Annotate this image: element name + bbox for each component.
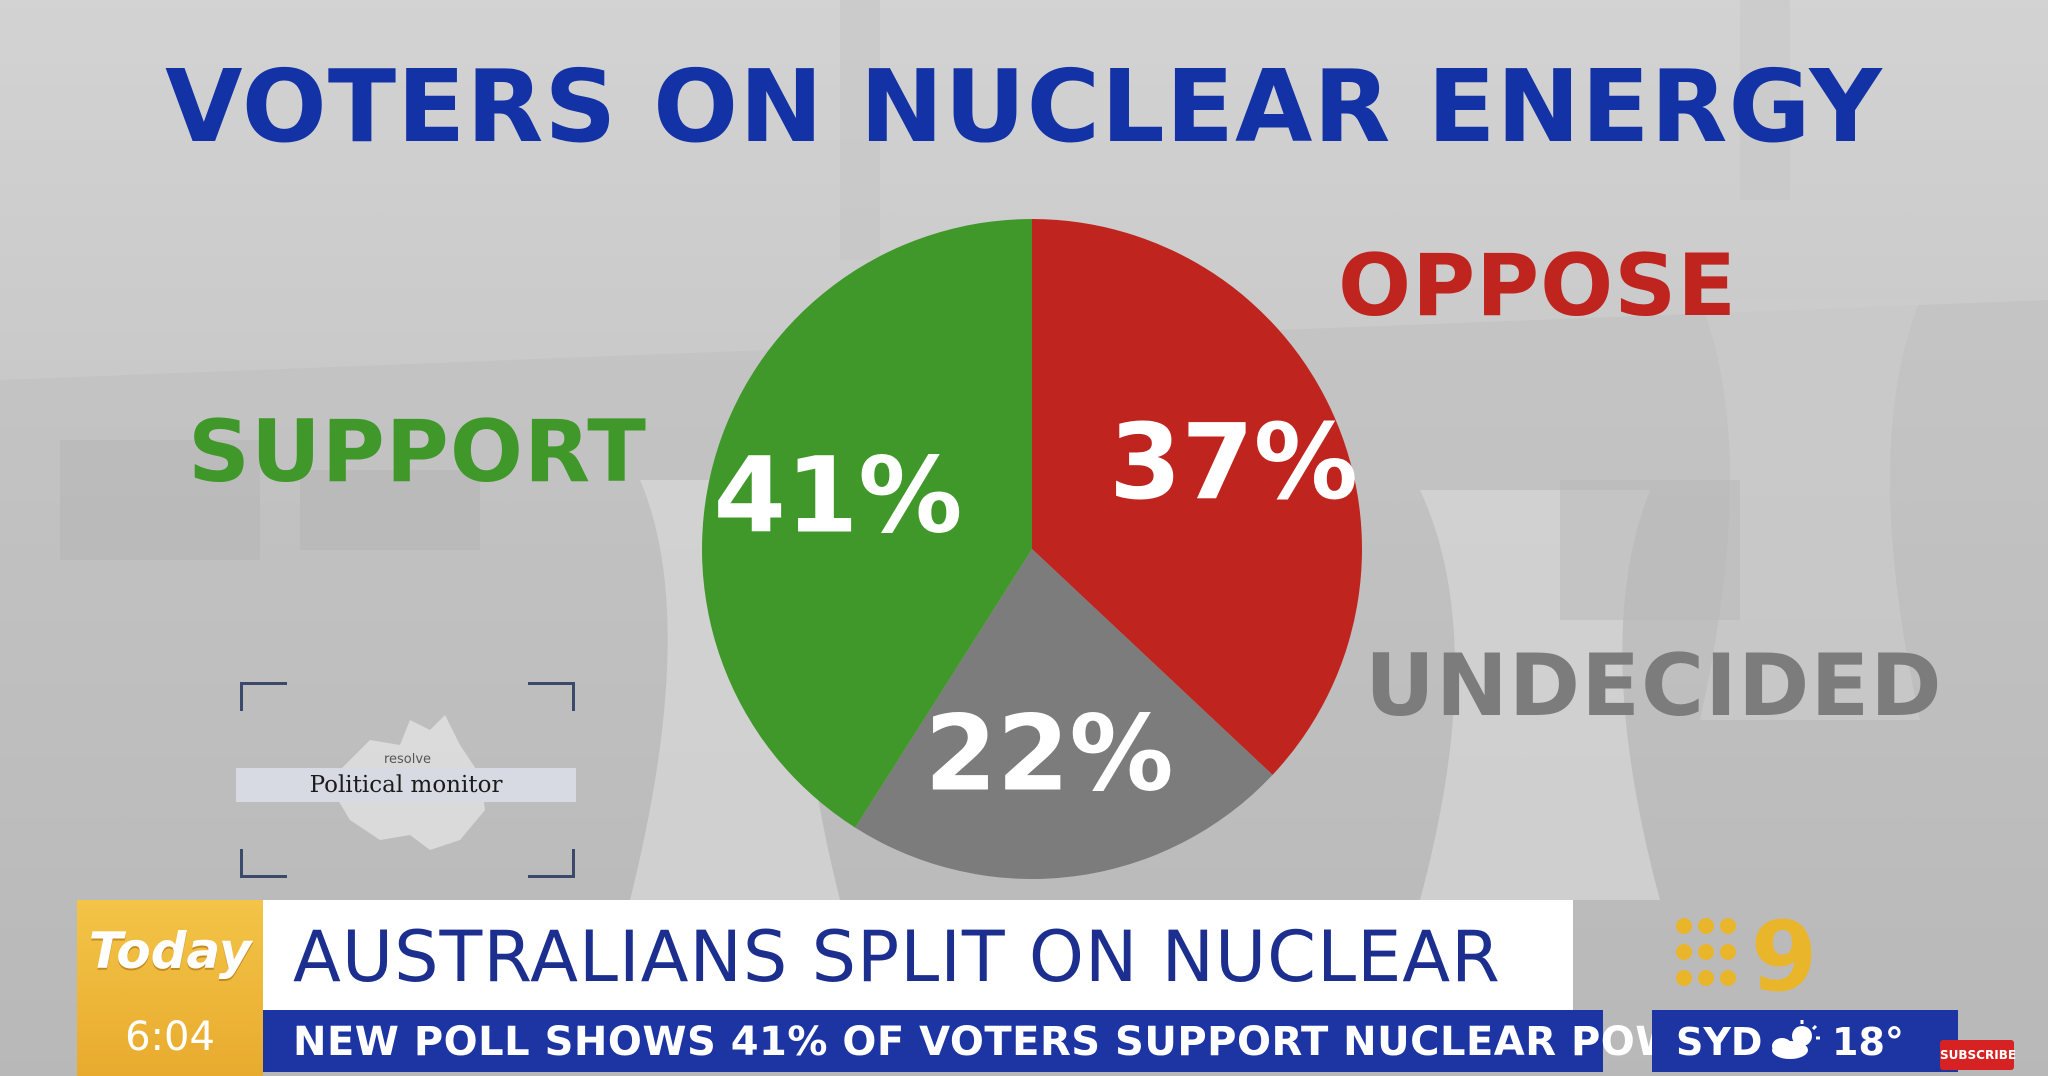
frame-corner <box>240 849 287 878</box>
pie-value-label-undecided: 22% <box>925 693 1174 815</box>
subheadline-bar: NEW POLL SHOWS 41% OF VOTERS SUPPORT NUC… <box>263 1010 1739 1072</box>
political-monitor-label: Political monitor <box>236 768 576 802</box>
pie-slice-support <box>701 219 1032 828</box>
channel-nine-logo: 9 <box>1676 912 1818 996</box>
chart-title: VOTERS ON NUCLEAR ENERGY <box>165 48 1883 165</box>
frame-corner <box>528 682 575 711</box>
partly-cloudy-icon <box>1772 1020 1820 1059</box>
today-show-logo: Today 6:04 <box>77 900 263 1076</box>
weather-temperature: 18° <box>1832 1020 1904 1064</box>
oppose-label: OPPOSE <box>1338 236 1737 336</box>
frame-corner <box>528 849 575 878</box>
headline-bar: AUSTRALIANS SPLIT ON NUCLEAR <box>263 900 1573 1010</box>
undecided-label: UNDECIDED <box>1365 636 1943 736</box>
resolve-political-monitor-logo: resolve Political monitor <box>236 682 576 878</box>
resolve-wordmark: resolve <box>383 752 432 767</box>
subscribe-button[interactable]: SUBSCRIBE <box>1940 1040 2016 1070</box>
channel-nine-numeral: 9 <box>1751 912 1818 996</box>
pie-value-label-oppose: 37% <box>1109 401 1358 523</box>
headline-text: AUSTRALIANS SPLIT ON NUCLEAR <box>293 916 1501 998</box>
support-label: SUPPORT <box>188 402 647 502</box>
pie-slice-oppose <box>1032 219 1362 775</box>
weather-bar: SYD 18° <box>1652 1010 1958 1072</box>
today-wordmark: Today <box>88 922 252 980</box>
subheadline-text: NEW POLL SHOWS 41% OF VOTERS SUPPORT NUC… <box>293 1019 1740 1065</box>
frame-corner <box>240 682 287 711</box>
clock-time: 6:04 <box>125 1014 215 1060</box>
pie-slice-undecided <box>855 549 1273 879</box>
weather-city: SYD <box>1676 1020 1763 1064</box>
pie-value-label-support: 41% <box>713 435 962 557</box>
